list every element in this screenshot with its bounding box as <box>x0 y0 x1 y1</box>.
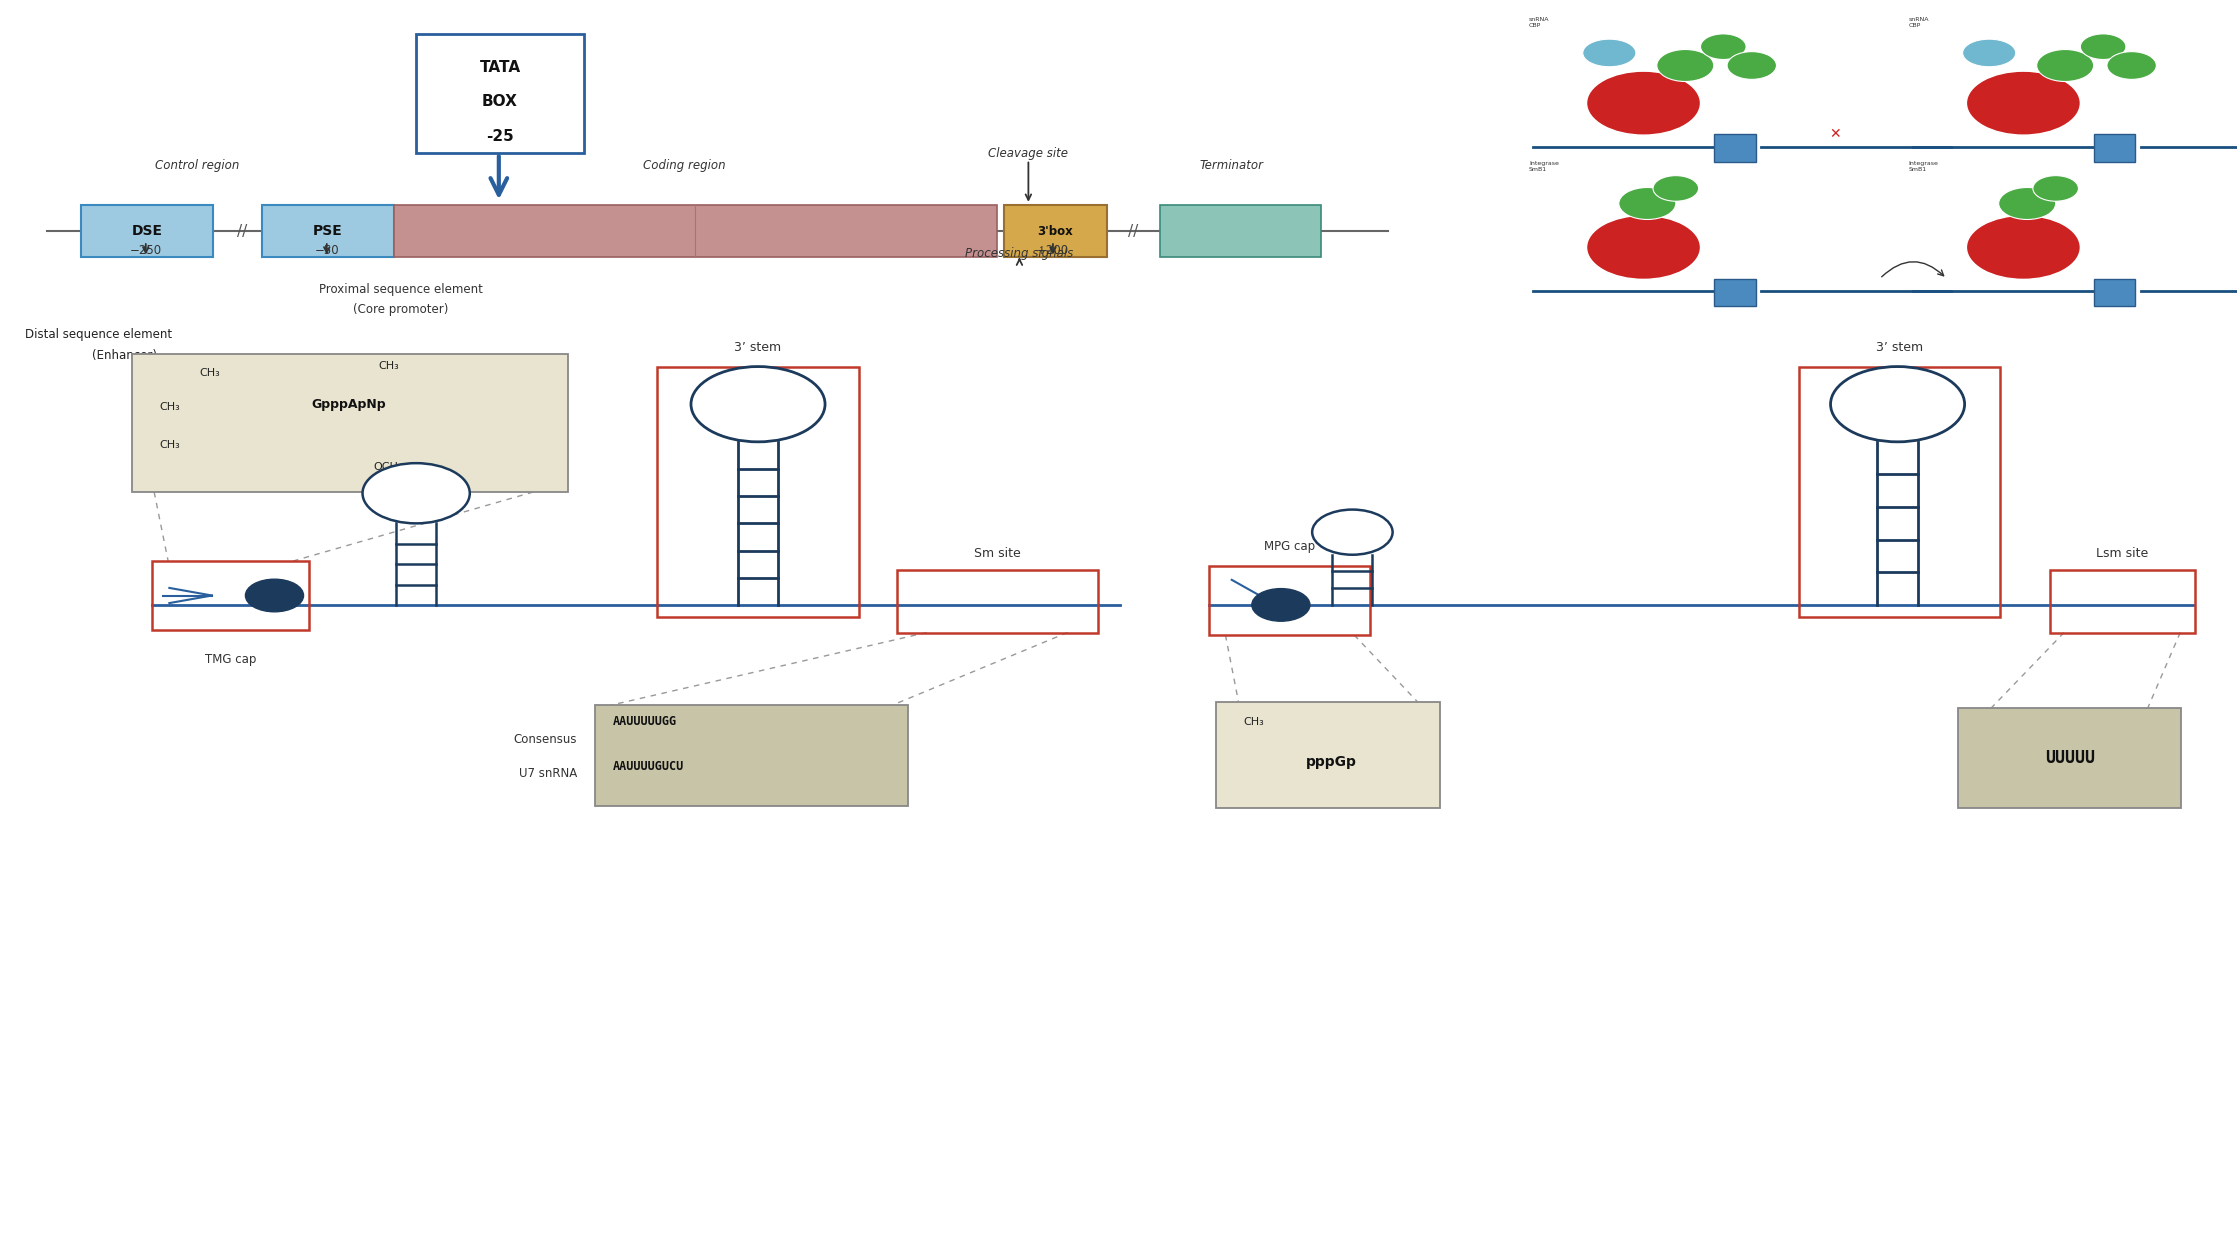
Text: CH₃: CH₃ <box>379 360 399 370</box>
Text: 3'box: 3'box <box>1037 224 1073 238</box>
Text: GpppApNp: GpppApNp <box>311 398 385 411</box>
Text: Coding region: Coding region <box>643 159 726 173</box>
Circle shape <box>1586 71 1700 135</box>
Bar <box>2050 570 2195 633</box>
Text: (Core promoter): (Core promoter) <box>354 304 448 316</box>
Circle shape <box>363 464 470 523</box>
Circle shape <box>1653 175 1698 202</box>
Text: Integrase
SmB1: Integrase SmB1 <box>1908 161 1938 173</box>
Text: +200: +200 <box>1037 243 1068 257</box>
Text: Integrase
SmB1: Integrase SmB1 <box>1530 161 1559 173</box>
Text: CH₃: CH₃ <box>199 368 220 378</box>
Text: TATA: TATA <box>479 60 520 76</box>
Text: UUUUU: UUUUU <box>2045 748 2094 767</box>
Bar <box>132 354 569 491</box>
Circle shape <box>1727 52 1776 79</box>
Text: //: // <box>237 223 246 238</box>
Circle shape <box>1700 34 1747 59</box>
Text: Cleavage site: Cleavage site <box>988 146 1068 160</box>
Text: OCH₃: OCH₃ <box>374 461 403 471</box>
Text: −50: −50 <box>314 243 338 257</box>
Circle shape <box>2081 34 2126 59</box>
Text: //: // <box>1129 223 1138 238</box>
Circle shape <box>1967 71 2081 135</box>
Text: Control region: Control region <box>155 159 240 173</box>
Circle shape <box>1967 215 2081 280</box>
Circle shape <box>2108 52 2157 79</box>
Bar <box>1160 204 1322 257</box>
Bar <box>659 367 858 617</box>
Text: -25: -25 <box>486 130 513 145</box>
Circle shape <box>1830 367 1964 442</box>
Bar <box>2094 135 2135 163</box>
Circle shape <box>1586 215 1700 280</box>
Text: snRNA
CBP: snRNA CBP <box>1908 18 1929 28</box>
Text: snRNA
CBP: snRNA CBP <box>1530 18 1550 28</box>
Text: U7 snRNA: U7 snRNA <box>520 767 578 780</box>
Bar <box>262 204 394 257</box>
Bar <box>152 561 309 630</box>
Text: AAUUUUGUCU: AAUUUUGUCU <box>614 761 683 774</box>
Circle shape <box>1620 188 1676 219</box>
Circle shape <box>2034 175 2079 202</box>
Text: PSE: PSE <box>314 224 343 238</box>
Bar <box>1958 708 2182 808</box>
Text: MPG cap: MPG cap <box>1263 541 1315 553</box>
Bar <box>417 34 585 154</box>
Text: −250: −250 <box>130 243 161 257</box>
Bar <box>2094 278 2135 306</box>
Bar <box>394 204 997 257</box>
Text: CH₃: CH₃ <box>159 402 179 412</box>
Circle shape <box>2036 49 2094 82</box>
Bar <box>896 570 1098 633</box>
Bar <box>1216 702 1440 808</box>
Text: Processing signals: Processing signals <box>965 247 1073 260</box>
Circle shape <box>1998 188 2056 219</box>
Text: TMG cap: TMG cap <box>206 653 255 665</box>
Circle shape <box>246 580 305 612</box>
Bar <box>1799 367 2000 617</box>
Text: pppGp: pppGp <box>1306 755 1357 769</box>
Ellipse shape <box>1962 39 2016 67</box>
Bar <box>596 706 907 805</box>
Circle shape <box>1252 588 1310 621</box>
Circle shape <box>1313 509 1393 554</box>
Text: CH₃: CH₃ <box>159 440 179 450</box>
Circle shape <box>690 367 824 442</box>
Bar <box>1714 135 1756 163</box>
Text: Terminator: Terminator <box>1201 159 1263 173</box>
Text: Proximal sequence element: Proximal sequence element <box>318 284 482 296</box>
Text: BOX: BOX <box>482 93 517 108</box>
Text: Distal sequence element: Distal sequence element <box>25 329 172 341</box>
Text: DSE: DSE <box>132 224 161 238</box>
Circle shape <box>1658 49 1714 82</box>
Text: 3’ stem: 3’ stem <box>735 341 782 354</box>
Bar <box>1714 278 1756 306</box>
Text: Consensus: Consensus <box>513 733 578 746</box>
Ellipse shape <box>1584 39 1635 67</box>
Text: ✕: ✕ <box>1830 127 1841 141</box>
Bar <box>81 204 213 257</box>
Text: Lsm site: Lsm site <box>2097 547 2148 559</box>
Text: Sm site: Sm site <box>974 547 1021 559</box>
Bar <box>1210 566 1371 635</box>
Text: CH₃: CH₃ <box>1243 717 1263 727</box>
Text: AAUUUUUGG: AAUUUUUGG <box>614 716 676 728</box>
Text: (Enhancer): (Enhancer) <box>92 349 157 362</box>
Text: 3’ stem: 3’ stem <box>1877 341 1924 354</box>
Bar <box>1004 204 1107 257</box>
